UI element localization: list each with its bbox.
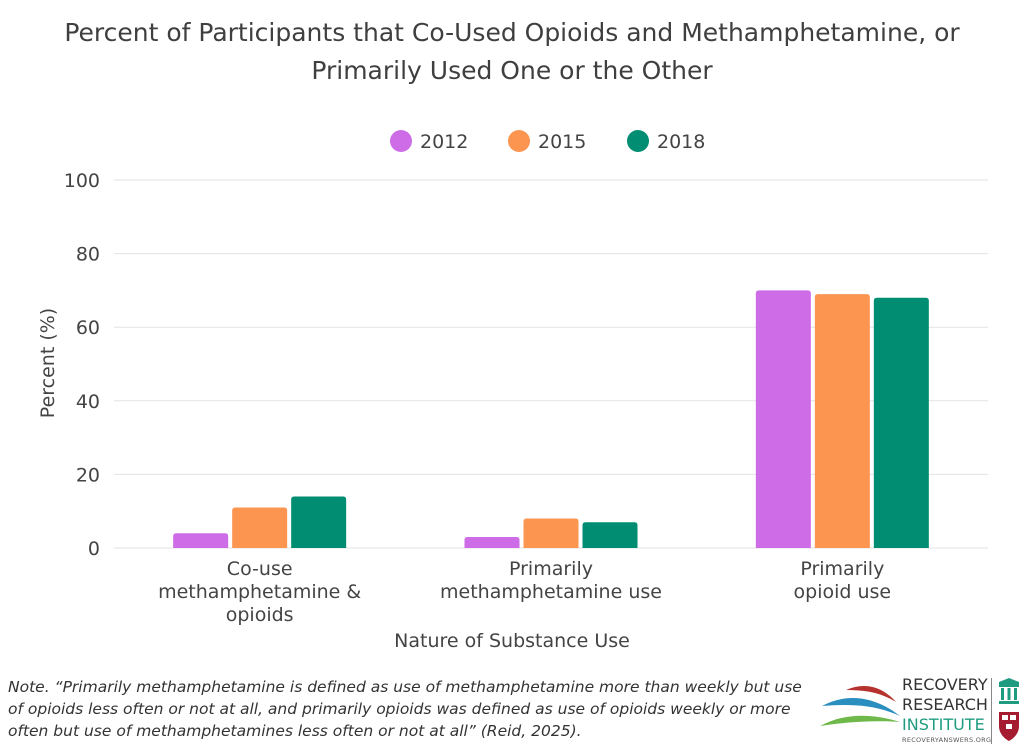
bar-2015-0 xyxy=(232,507,288,548)
y-tick-label: 20 xyxy=(76,464,100,486)
y-tick-label: 60 xyxy=(76,317,100,339)
y-tick-label: 100 xyxy=(64,170,100,192)
bar-2018-1 xyxy=(582,522,638,548)
x-axis-label: Nature of Substance Use xyxy=(394,630,630,652)
bar-2015-1 xyxy=(523,518,579,548)
chart-title-line-1: Percent of Participants that Co-Used Opi… xyxy=(64,18,960,47)
x-tick-label: Co-use methamphetamine & opioids xyxy=(158,558,361,626)
y-tick-label: 80 xyxy=(76,244,100,266)
legend-label-2012: 2012 xyxy=(420,131,468,153)
logo-line-3: INSTITUTE xyxy=(902,715,985,734)
legend-label-2018: 2018 xyxy=(657,131,705,153)
bar-2012-0 xyxy=(173,533,229,548)
y-tick-label: 0 xyxy=(88,538,100,560)
y-axis-ticks: 0 20 40 60 80 100 xyxy=(64,170,100,560)
logo-line-2: RESEARCH xyxy=(902,695,988,714)
recovery-research-institute-logo: RECOVERY RESEARCH INSTITUTE RECOVERYANSW… xyxy=(816,672,1024,750)
x-axis-ticks: Co-use methamphetamine & opioids Primarily m… xyxy=(158,558,891,626)
bar-chart: 2012 2015 2018 0 20 40 60 80 100 Co-use methamph… xyxy=(37,130,988,652)
y-tick-label: 40 xyxy=(76,391,100,413)
y-axis-label: Percent (%) xyxy=(37,308,59,418)
bar-2015-2 xyxy=(814,294,870,548)
legend: 2012 2015 2018 xyxy=(390,130,705,153)
bar-2018-2 xyxy=(873,297,929,548)
x-tick-label: Primarily methamphetamine use xyxy=(440,558,662,603)
legend-marker-2018 xyxy=(627,130,649,152)
chart-title-line-2: Primarily Used One or the Other xyxy=(311,56,713,85)
bar-2012-2 xyxy=(755,290,811,548)
logo-divider xyxy=(991,678,992,744)
legend-marker-2015 xyxy=(508,130,530,152)
legend-marker-2012 xyxy=(390,130,412,152)
bars xyxy=(173,290,929,548)
footnote: Note. “Primarily methamphetamine is defi… xyxy=(8,678,802,740)
bar-2012-1 xyxy=(464,536,520,548)
x-tick-label: Primarily opioid use xyxy=(794,558,892,603)
logo-website: RECOVERYANSWERS.ORG xyxy=(902,736,992,744)
logo-text: RECOVERY RESEARCH INSTITUTE RECOVERYANSW… xyxy=(902,675,991,745)
chart-title: Percent of Participants that Co-Used Opi… xyxy=(0,14,1024,90)
legend-label-2015: 2015 xyxy=(538,131,586,153)
logo-swoosh-icon xyxy=(820,686,900,726)
logo-line-1: RECOVERY xyxy=(902,675,988,694)
harvard-shield-icon xyxy=(999,678,1019,741)
bar-2018-0 xyxy=(291,496,347,548)
